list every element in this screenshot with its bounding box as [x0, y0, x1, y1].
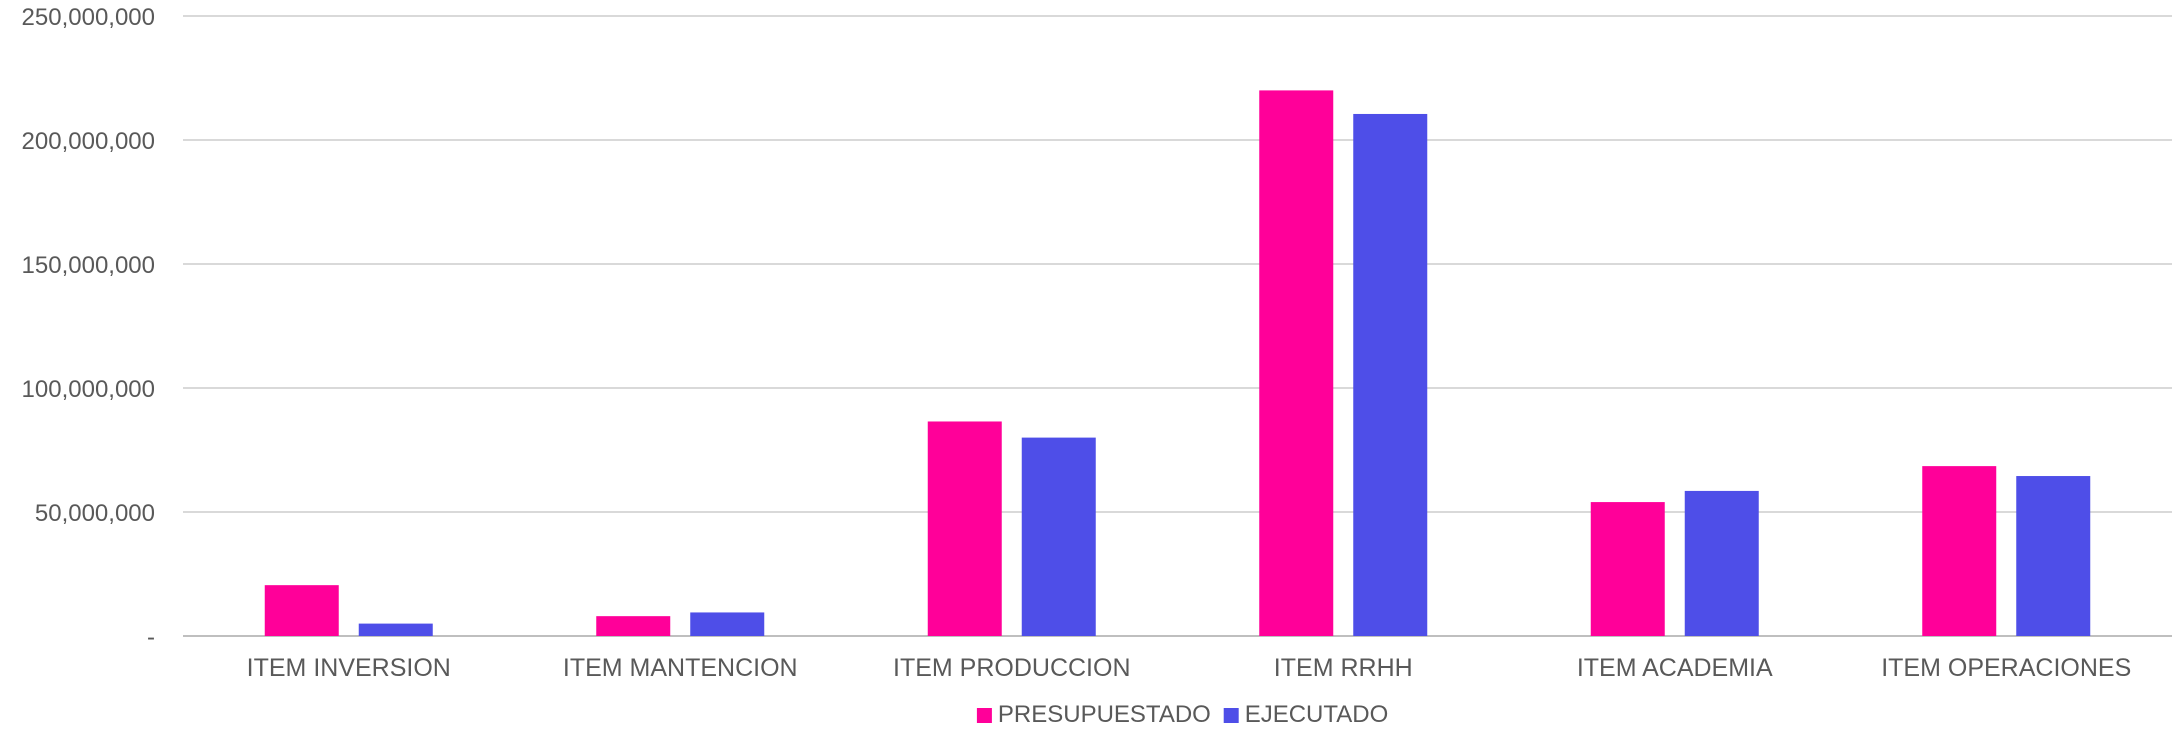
- bar-presupuestado-3: [927, 421, 1002, 636]
- x-tick-label: ITEM INVERSION: [247, 654, 451, 682]
- x-axis: ITEM INVERSION ITEM MANTENCION ITEM PRODUC…: [247, 654, 2132, 682]
- bars: [264, 90, 2091, 636]
- x-tick-label: ITEM MANTENCION: [563, 654, 798, 682]
- y-tick-label: 200,000,000: [22, 128, 155, 155]
- y-tick-label: 50,000,000: [35, 500, 155, 527]
- y-tick-label: 150,000,000: [22, 252, 155, 279]
- bar-ejecutado-2: [690, 612, 765, 636]
- y-tick-label: 100,000,000: [22, 376, 155, 403]
- bar-ejecutado-6: [2016, 476, 2091, 636]
- x-tick-label: ITEM RRHH: [1274, 654, 1413, 682]
- bar-ejecutado-3: [1021, 437, 1096, 636]
- gridlines: [183, 15, 2172, 637]
- bar-presupuestado-2: [596, 616, 671, 636]
- bar-ejecutado-4: [1353, 113, 1428, 636]
- legend: PRESUPUESTADO EJECUTADO: [976, 701, 1389, 728]
- bar-presupuestado-5: [1590, 502, 1665, 636]
- x-tick-label: ITEM PRODUCCION: [893, 654, 1131, 682]
- legend-swatch-ejecutado: [1223, 708, 1239, 723]
- legend-label-ejecutado: EJECUTADO: [1245, 701, 1389, 728]
- legend-swatch-presupuestado: [976, 708, 992, 723]
- y-axis: - 50,000,000 100,000,000 150,000,000 200,000…: [22, 4, 155, 651]
- bar-presupuestado-4: [1259, 90, 1334, 636]
- y-tick-label: -: [147, 624, 155, 651]
- y-tick-label: 250,000,000: [22, 4, 155, 31]
- bar-ejecutado-1: [358, 623, 433, 636]
- bar-presupuestado-6: [1922, 466, 1997, 636]
- legend-label-presupuestado: PRESUPUESTADO: [998, 701, 1211, 728]
- bar-presupuestado-1: [264, 585, 339, 636]
- x-tick-label: ITEM OPERACIONES: [1881, 654, 2131, 682]
- x-tick-label: ITEM ACADEMIA: [1577, 654, 1773, 682]
- bar-ejecutado-5: [1684, 490, 1759, 636]
